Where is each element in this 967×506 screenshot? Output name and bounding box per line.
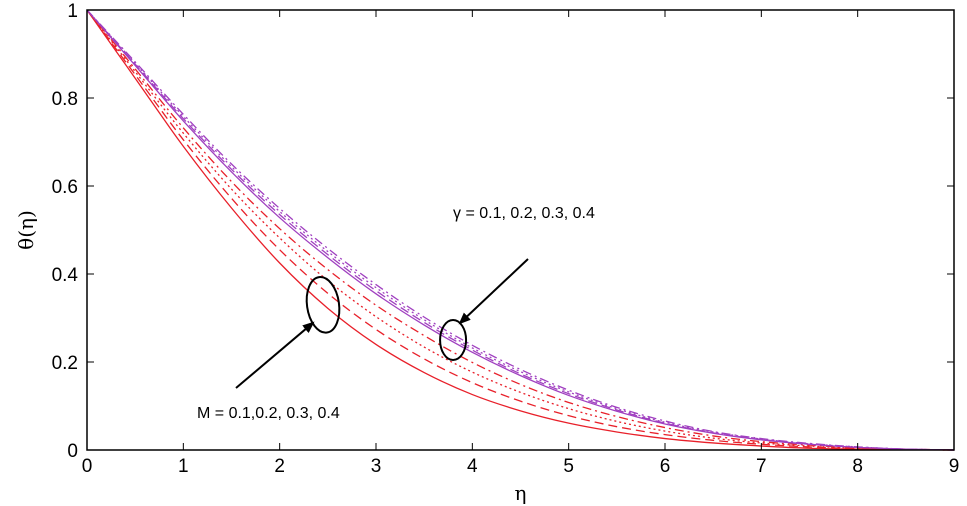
series-line-m-dashdot [86, 9, 955, 451]
series-line-gamma-dash [86, 9, 955, 451]
y-tick-label: 0.4 [52, 265, 79, 286]
series-line-m-dot [86, 9, 955, 451]
x-tick-label: 4 [467, 456, 478, 477]
series-line-m-solid [86, 9, 955, 451]
x-tick-label: 8 [852, 456, 863, 477]
ticks-layer: 0 1 2 3 4 5 6 7 8 9 0 0.2 0.4 0.6 0.8 1 [52, 1, 960, 477]
x-axis-label: η [515, 481, 527, 505]
series-line-gamma-dot [86, 9, 955, 451]
y-tick-label: 0.6 [52, 177, 78, 198]
x-tick-label: 5 [563, 456, 574, 477]
y-tick-label: 0.2 [52, 353, 78, 374]
y-tick-label: 1 [67, 1, 78, 22]
x-tick-label: 7 [756, 456, 767, 477]
series-line-m-dash [86, 9, 955, 451]
series-line-gamma-dashdot [86, 9, 955, 451]
y-tick-label: 0.8 [52, 89, 78, 110]
y-tick-label: 0 [67, 441, 78, 462]
m-annotation-arrow [235, 321, 315, 389]
gamma-annotation-arrow [458, 258, 529, 325]
m-annotation: M = 0.1,0.2, 0.3, 0.4 [197, 405, 340, 422]
x-tick-label: 3 [371, 456, 382, 477]
x-tick-label: 0 [82, 456, 93, 477]
x-tick-label: 2 [274, 456, 285, 477]
gamma-annotation: γ = 0.1, 0.2, 0.3, 0.4 [453, 205, 595, 222]
series-line-gamma-solid [86, 9, 955, 451]
gamma-group-ellipse [439, 319, 468, 361]
x-tick-label: 6 [660, 456, 671, 477]
annotation-shapes [235, 258, 529, 389]
curves-layer [86, 9, 955, 451]
y-axis-label: θ(η) [14, 210, 38, 250]
m-group-ellipse [305, 275, 341, 334]
x-tick-label: 9 [949, 456, 960, 477]
x-tick-label: 1 [178, 456, 189, 477]
plot-frame [86, 9, 955, 451]
